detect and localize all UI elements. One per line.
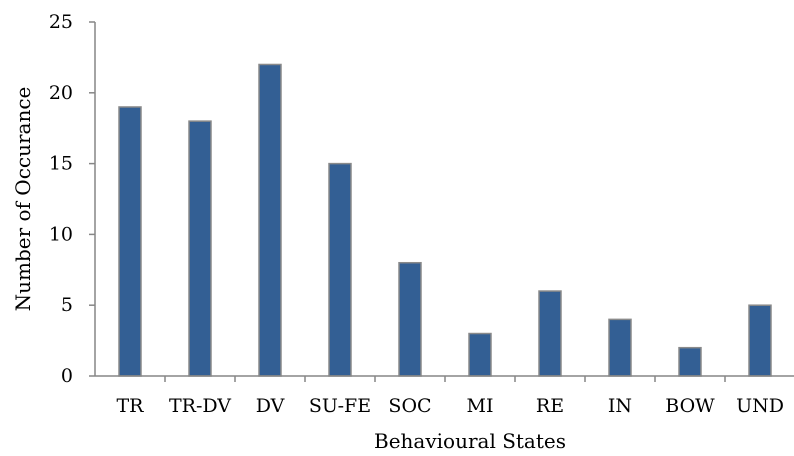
y-tick-label: 0: [61, 365, 73, 387]
bar-tr-dv: [188, 120, 212, 377]
x-axis-title: Behavioural States: [374, 429, 566, 453]
y-axis: 0 5 10 15 20 25: [49, 11, 96, 387]
bar-su-fe: [328, 162, 352, 377]
y-axis-title: Number of Occurance: [11, 87, 35, 312]
bar-re: [538, 290, 562, 377]
bar-bow: [678, 346, 702, 377]
x-tick-label-bow: BOW: [665, 395, 715, 417]
x-tick-label-in: IN: [608, 395, 632, 417]
x-tick-label-und: UND: [736, 395, 784, 417]
y-tick-label: 20: [49, 82, 73, 104]
bar-dv: [258, 63, 282, 377]
x-tick-label-mi: MI: [467, 395, 494, 417]
bar-in: [608, 318, 632, 377]
y-tick-label: 5: [61, 294, 73, 316]
bar-und: [748, 304, 772, 377]
bar-soc: [398, 261, 422, 377]
x-tick-label-soc: SOC: [388, 395, 431, 417]
y-tick-label: 10: [49, 223, 73, 245]
x-tick-label-re: RE: [536, 395, 564, 417]
y-tick-label: 15: [49, 153, 73, 175]
x-tick-label-tr: TR: [117, 395, 145, 417]
bars: [118, 63, 772, 377]
x-axis: TR TR-DV DV SU-FE SOC MI RE IN BOW UND: [95, 375, 794, 417]
x-tick-label-tr-dv: TR-DV: [169, 395, 231, 417]
x-tick-label-dv: DV: [256, 395, 285, 417]
x-tick-label-su-fe: SU-FE: [309, 395, 371, 417]
y-tick-label: 25: [49, 11, 73, 33]
bar-tr: [118, 106, 142, 377]
bar-mi: [468, 332, 492, 377]
